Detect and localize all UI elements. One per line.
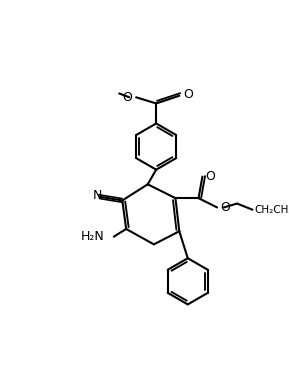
Text: H₂N: H₂N	[81, 230, 105, 243]
Text: O: O	[220, 201, 230, 214]
Text: N: N	[93, 190, 102, 202]
Text: O: O	[183, 88, 193, 101]
Text: O: O	[205, 170, 215, 183]
Text: CH₂CH₃: CH₂CH₃	[254, 205, 289, 215]
Text: O: O	[123, 91, 132, 104]
